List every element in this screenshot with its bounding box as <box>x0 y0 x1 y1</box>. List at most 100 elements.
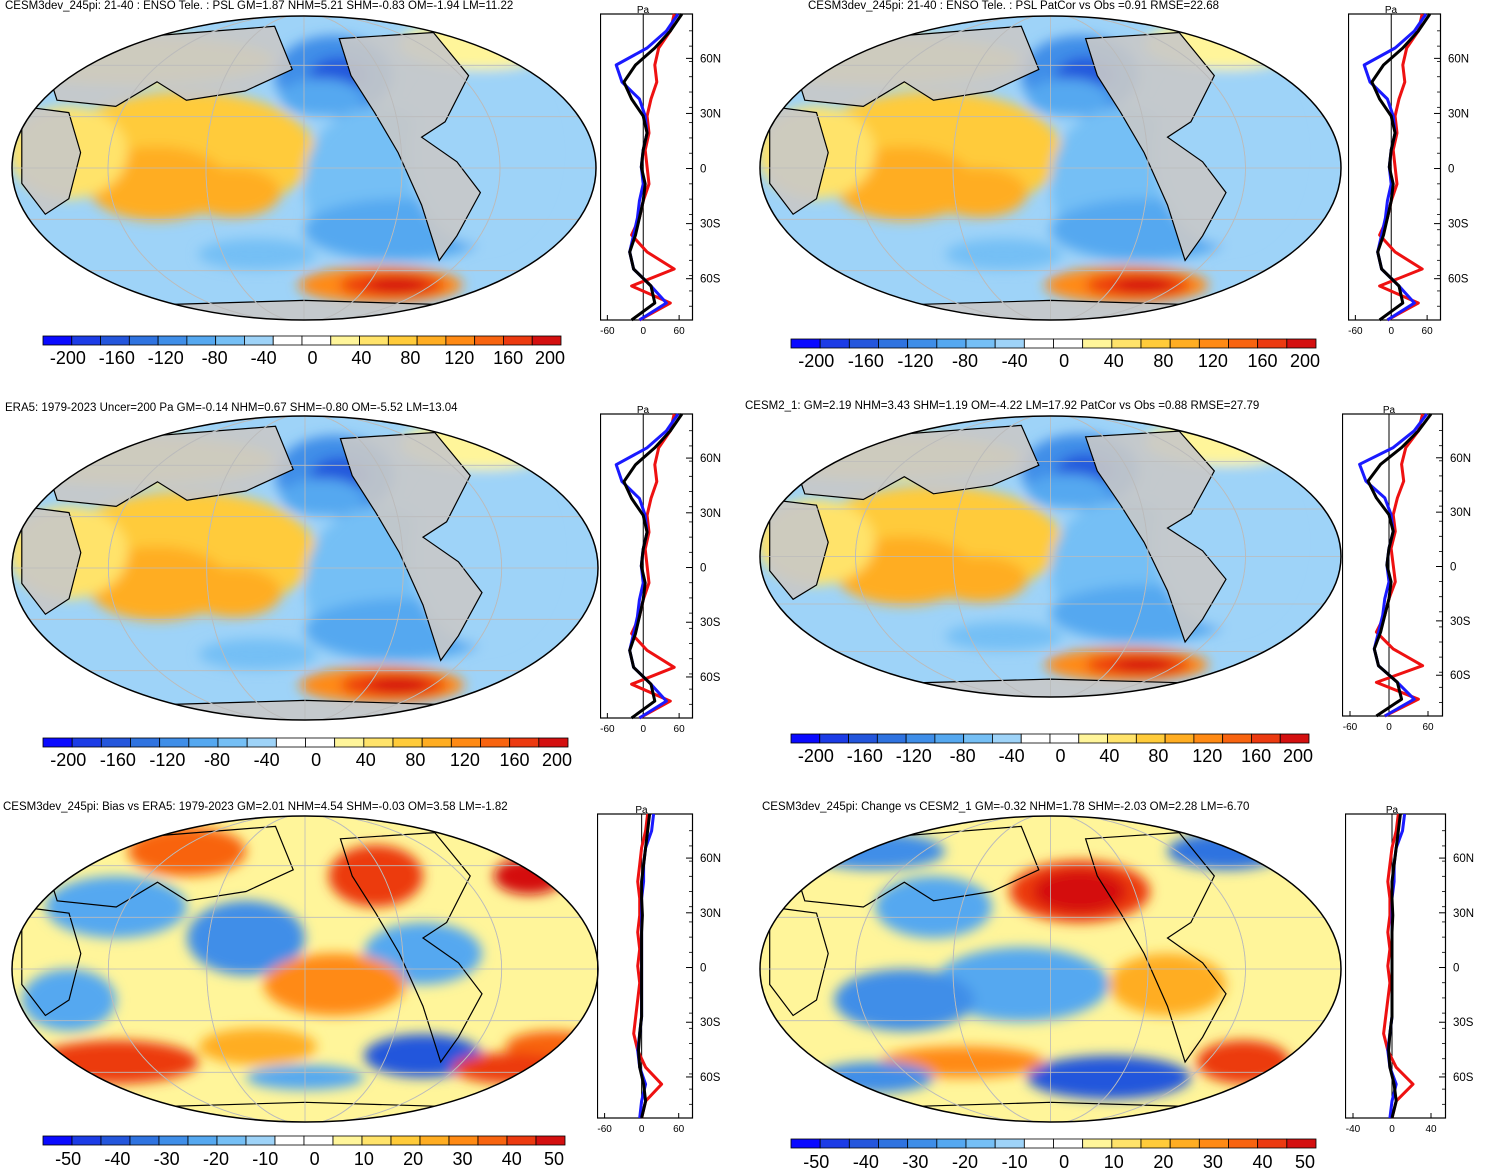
world-map <box>11 15 597 321</box>
colorbar-label: -40 <box>253 750 280 770</box>
panel-title: CESM3dev_245pi: 21-40 : ENSO Tele. : PSL… <box>5 0 514 12</box>
panel-title: CESM3dev_245pi: Change vs CESM2_1 GM=-0.… <box>762 801 1250 813</box>
colorbar-label: 40 <box>1099 746 1120 766</box>
profile-y-tick: 0 <box>700 164 706 176</box>
colorbar-label: -200 <box>797 746 834 766</box>
profile-y-tick: 30N <box>1450 507 1471 519</box>
profile-y-tick: 30S <box>1448 219 1469 231</box>
profile-y-tick: 0 <box>1448 164 1454 176</box>
profile-x-tick: 0 <box>1386 722 1392 733</box>
profile-x-tick: -60 <box>1348 326 1363 337</box>
colorbar-label: 160 <box>1241 746 1272 766</box>
colorbar-label: 10 <box>1103 1152 1124 1172</box>
colorbar <box>790 733 1310 744</box>
colorbar-label: 0 <box>1059 351 1070 371</box>
colorbar-label: 0 <box>1055 746 1066 766</box>
colorbar-label: -160 <box>847 351 884 371</box>
profile-y-tick: 30S <box>700 1017 721 1029</box>
profile-y-tick: 60N <box>1450 453 1471 465</box>
profile-unit: Pa <box>1383 406 1396 416</box>
colorbar-label: 120 <box>1192 746 1223 766</box>
profile-y-tick: 60S <box>1450 670 1471 682</box>
profile-y-tick: 30S <box>1453 1017 1474 1029</box>
profile-x-tick: 0 <box>1388 326 1394 337</box>
colorbar-label: -40 <box>250 348 277 368</box>
colorbar-label: -40 <box>104 1149 131 1169</box>
profile-unit: Pa <box>635 806 648 816</box>
colorbar-label: -120 <box>895 746 932 766</box>
profile-unit: Pa <box>1386 806 1399 816</box>
colorbar-label: -10 <box>1001 1152 1028 1172</box>
colorbar-label: -120 <box>147 348 184 368</box>
zonal-mean-profile: Pa 60N 30N 0 30S 60S -60 0 60 <box>600 406 721 735</box>
profile-y-tick: 0 <box>700 963 706 975</box>
colorbar-label: 40 <box>1252 1152 1273 1172</box>
colorbar-label: 200 <box>534 348 566 368</box>
colorbar-label: 40 <box>501 1149 522 1169</box>
colorbar-label: 30 <box>1202 1152 1223 1172</box>
profile-y-tick: 30N <box>700 508 721 520</box>
colorbar-label: 80 <box>405 750 426 770</box>
colorbar-labels: -50 -40 -30 -20 -10 0 10 20 30 40 50 <box>790 1152 1315 1176</box>
colorbar-labels: -200 -160 -120 -80 -40 0 40 80 120 160 200 <box>790 746 1313 770</box>
profile-y-tick: 60S <box>700 672 721 684</box>
colorbar-label: 80 <box>1153 351 1174 371</box>
colorbar-labels: -200 -160 -120 -80 -40 0 40 80 120 160 200 <box>42 750 572 774</box>
colorbar-label: 120 <box>1197 351 1228 371</box>
profile-unit: Pa <box>637 406 650 416</box>
colorbar-label: -120 <box>897 351 934 371</box>
colorbar-label: 120 <box>444 348 475 368</box>
profile-y-tick: 30N <box>700 108 721 120</box>
profile-y-tick: 60N <box>700 53 721 65</box>
profile-x-tick: -60 <box>600 724 615 735</box>
panel-title: CESM3dev_245pi: 21-40 : ENSO Tele. : PSL… <box>808 0 1220 12</box>
colorbar-label: -160 <box>98 348 135 368</box>
world-map <box>759 15 1342 321</box>
profile-y-tick: 30N <box>1453 908 1474 920</box>
colorbar-label: -80 <box>201 348 228 368</box>
colorbar-label: -200 <box>50 750 87 770</box>
colorbar-label: 0 <box>307 348 318 368</box>
colorbar-label: -30 <box>153 1149 180 1169</box>
colorbar-label: 20 <box>403 1149 424 1169</box>
profile-y-tick: 30S <box>700 219 721 231</box>
panel-title: CESM3dev_245pi: Bias vs ERA5: 1979-2023 … <box>3 801 508 813</box>
world-map <box>759 415 1342 698</box>
profile-y-tick: 60S <box>700 1072 721 1084</box>
zonal-mean-profile: Pa 60N 30N 0 30S 60S -60 0 60 <box>600 6 721 337</box>
zonal-mean-profile: Pa 60N 30N 0 30S 60S -60 0 60 <box>1348 6 1469 337</box>
colorbar <box>42 1135 566 1146</box>
colorbar-label: 160 <box>1247 351 1278 371</box>
colorbar <box>42 737 569 748</box>
colorbar-label: -30 <box>902 1152 929 1172</box>
profile-y-tick: 60N <box>700 453 721 465</box>
profile-x-tick: 0 <box>640 724 646 735</box>
profile-y-tick: 60S <box>700 274 721 286</box>
colorbar <box>790 338 1317 349</box>
colorbar-label: -80 <box>949 746 976 766</box>
colorbar-labels: -200 -160 -120 -80 -40 0 40 80 120 160 200 <box>790 351 1320 375</box>
colorbar-label: 80 <box>1148 746 1169 766</box>
colorbar <box>42 335 562 346</box>
colorbar-label: -50 <box>803 1152 830 1172</box>
colorbar-label: -160 <box>846 746 883 766</box>
profile-x-tick: -40 <box>1346 1124 1361 1135</box>
colorbar-label: -10 <box>252 1149 279 1169</box>
colorbar-label: -200 <box>798 351 835 371</box>
profile-y-tick: 60S <box>1448 274 1469 286</box>
colorbar-label: 0 <box>1059 1152 1070 1172</box>
profile-y-tick: 30S <box>1450 616 1471 628</box>
colorbar-label: 200 <box>1289 351 1321 371</box>
colorbar-labels: -200 -160 -120 -80 -40 0 40 80 120 160 200 <box>42 348 565 372</box>
colorbar-label: -40 <box>1001 351 1028 371</box>
colorbar-label: 50 <box>1294 1152 1316 1172</box>
profile-y-tick: 60N <box>1453 853 1474 865</box>
profile-x-tick: 60 <box>1422 326 1434 337</box>
profile-y-tick: 60N <box>700 853 721 865</box>
zonal-mean-profile: Pa 60N 30N 0 30S 60S -60 0 60 <box>597 806 721 1135</box>
profile-y-tick: 30N <box>1448 108 1469 120</box>
colorbar-label: -40 <box>852 1152 879 1172</box>
colorbar-label: -120 <box>149 750 186 770</box>
colorbar-label: 160 <box>493 348 524 368</box>
panel-title: CESM2_1: GM=2.19 NHM=3.43 SHM=1.19 OM=-4… <box>745 400 1260 412</box>
